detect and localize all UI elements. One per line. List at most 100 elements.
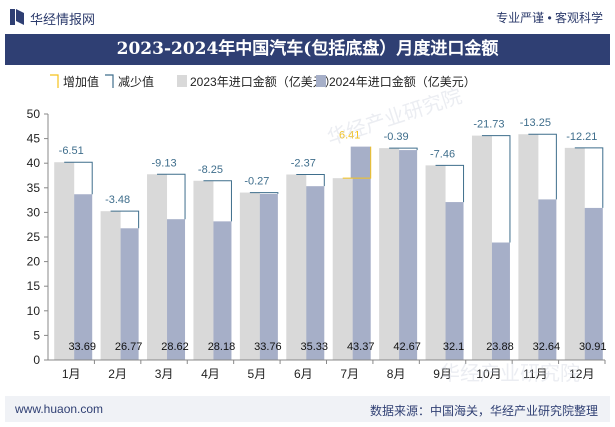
change-label: -2.37 bbox=[291, 158, 316, 170]
y-tick-label: 25 bbox=[27, 230, 41, 244]
decrease-bracket bbox=[203, 180, 232, 222]
footer: www.huaon.com 数据来源：中国海关，华经产业研究院整理 bbox=[5, 396, 610, 422]
bar-2024 bbox=[536, 199, 557, 360]
x-tick-label: 3月 bbox=[155, 367, 174, 381]
brand-name: 华经情报网 bbox=[30, 12, 96, 27]
y-tick-label: 50 bbox=[27, 107, 41, 121]
value-label-2024: 26.77 bbox=[115, 341, 143, 353]
change-label: -9.13 bbox=[152, 157, 177, 169]
y-tick-label: 30 bbox=[27, 205, 41, 219]
decrease-bracket bbox=[528, 133, 557, 200]
legend-label: 增加值 bbox=[63, 74, 99, 89]
x-tick-label: 5月 bbox=[248, 367, 267, 381]
bar-2024 bbox=[304, 186, 325, 360]
bar-2023 bbox=[471, 135, 492, 360]
change-label: -3.48 bbox=[105, 194, 130, 206]
bar-2024 bbox=[443, 202, 464, 360]
value-label-2024: 32.1 bbox=[443, 341, 464, 353]
bar-2023 bbox=[425, 165, 446, 360]
legend-decrease-marker bbox=[105, 74, 114, 88]
decrease-bracket bbox=[389, 147, 418, 151]
x-tick-label: 11月 bbox=[523, 367, 547, 381]
value-label-2024: 30.91 bbox=[579, 341, 607, 353]
bar-2023 bbox=[100, 211, 121, 360]
y-tick-label: 0 bbox=[33, 353, 40, 367]
legend-label: 减少值 bbox=[118, 74, 154, 89]
value-label-2024: 28.18 bbox=[208, 341, 236, 353]
bar-2024 bbox=[118, 228, 139, 360]
x-tick-label: 4月 bbox=[201, 367, 220, 381]
legend-2023-swatch bbox=[177, 75, 187, 87]
y-tick-label: 10 bbox=[27, 304, 41, 318]
decrease-bracket bbox=[481, 135, 511, 243]
bar-2023 bbox=[54, 162, 75, 360]
y-tick-label: 15 bbox=[27, 279, 41, 293]
legend: 增加值 减少值 2023年进口金额（亿美元）2024年进口金额（亿美元） bbox=[50, 74, 476, 89]
bar-2023 bbox=[379, 148, 400, 360]
y-tick-label: 20 bbox=[27, 255, 41, 269]
tagline: 专业严谨 • 客观科学 bbox=[496, 11, 603, 25]
bar-2023 bbox=[518, 134, 539, 360]
x-tick-label: 7月 bbox=[340, 367, 359, 381]
change-label: 6.41 bbox=[339, 130, 360, 142]
decrease-bracket bbox=[574, 147, 604, 208]
chart-title: 2023-2024年中国汽车(包括底盘）月度进口金额 bbox=[5, 34, 610, 65]
legend-2024-swatch bbox=[316, 75, 326, 87]
bar-2023 bbox=[332, 178, 353, 360]
y-axis: 0 5 10 15 20 25 30 35 40 45 50 bbox=[27, 107, 49, 367]
x-axis: 1月 2月 3月 4月 5月 6月 7月 8月 9月 10月 11月 12月 bbox=[48, 359, 606, 381]
x-tick-label: 8月 bbox=[387, 367, 406, 381]
y-tick-label: 45 bbox=[27, 132, 41, 146]
bar-2023 bbox=[286, 174, 307, 360]
value-label-2024: 28.62 bbox=[161, 341, 189, 353]
value-label-2024: 35.33 bbox=[301, 341, 329, 353]
x-tick-label: 2月 bbox=[108, 367, 127, 381]
decrease-bracket bbox=[435, 164, 465, 203]
legend-label: 2023年进口金额（亿美元） bbox=[190, 74, 337, 89]
decrease-bracket bbox=[157, 173, 186, 220]
bar-2024 bbox=[72, 194, 93, 360]
bar-2024 bbox=[489, 242, 510, 360]
x-tick-label: 1月 bbox=[62, 367, 81, 381]
x-tick-label: 12月 bbox=[569, 367, 594, 381]
bar-2023 bbox=[193, 180, 214, 360]
change-label: -0.39 bbox=[384, 131, 409, 143]
decrease-bracket bbox=[110, 210, 140, 229]
footer-url[interactable]: www.huaon.com bbox=[15, 402, 104, 416]
y-tick-label: 40 bbox=[27, 156, 41, 170]
x-tick-label: 9月 bbox=[433, 367, 452, 381]
bar-2024 bbox=[257, 193, 278, 360]
logo-icon bbox=[10, 9, 24, 25]
decrease-bracket bbox=[296, 174, 325, 187]
bar-2023 bbox=[147, 174, 168, 360]
bar-2024 bbox=[582, 207, 603, 360]
value-label-2024: 23.88 bbox=[486, 341, 514, 353]
bar-2024 bbox=[165, 219, 186, 360]
change-label: -13.25 bbox=[520, 117, 551, 129]
chart: 增加值 减少值 2023年进口金额（亿美元）2024年进口金额（亿美元） 0 5 10 1… bbox=[27, 74, 607, 385]
value-label-2024: 42.67 bbox=[393, 341, 421, 353]
value-label-2024: 33.69 bbox=[68, 341, 96, 353]
bar-2023 bbox=[564, 147, 585, 360]
increase-bracket bbox=[342, 146, 372, 179]
x-tick-label: 6月 bbox=[294, 367, 313, 381]
bar-2024 bbox=[350, 146, 371, 360]
change-label: -21.73 bbox=[473, 119, 504, 131]
change-label: -8.25 bbox=[198, 164, 223, 176]
x-tick-label: 10月 bbox=[476, 367, 501, 381]
decrease-bracket bbox=[64, 161, 93, 195]
legend-label: 2024年进口金额（亿美元） bbox=[329, 74, 476, 89]
change-label: -7.46 bbox=[430, 148, 455, 160]
footer-source: 数据来源：中国海关，华经产业研究院整理 bbox=[369, 404, 598, 418]
bars: -6.51 33.69 -3.48 26.77 -9.13 28.62 -8.25 28.18… bbox=[54, 117, 607, 360]
bar-2024 bbox=[211, 221, 232, 360]
legend-increase-marker bbox=[50, 74, 59, 88]
y-tick-label: 5 bbox=[33, 328, 40, 342]
bar-2023 bbox=[239, 192, 260, 360]
watermark-text: 华经产业研究院 bbox=[440, 362, 580, 385]
change-label: -0.27 bbox=[244, 176, 269, 188]
change-label: -6.51 bbox=[59, 145, 84, 157]
change-label: -12.21 bbox=[566, 131, 597, 143]
value-label-2024: 32.64 bbox=[533, 341, 561, 353]
decrease-bracket bbox=[249, 192, 279, 194]
